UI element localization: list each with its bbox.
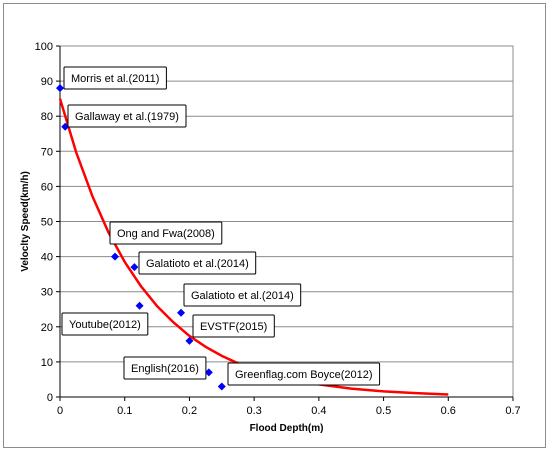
annotation-box bbox=[183, 283, 302, 307]
x-tick-label: 0.5 bbox=[376, 405, 391, 417]
y-tick-label: 30 bbox=[41, 287, 53, 299]
tick-labels: 0 10 20 30 40 50 60 70 80 90 100 0 0.1 0.2 0.3 0.4 0.5 0.… bbox=[35, 41, 521, 417]
annotation-callout: Galatioto et al.(2014) bbox=[138, 251, 257, 275]
data-points bbox=[56, 84, 226, 391]
data-point bbox=[217, 382, 226, 391]
y-tick-label: 100 bbox=[35, 41, 53, 53]
annotation-callout: Galatioto et al.(2014) bbox=[183, 283, 302, 307]
annotation-label: Gallaway et al.(1979) bbox=[75, 111, 179, 123]
data-point bbox=[130, 263, 139, 272]
scatter-chart: 0 10 20 30 40 50 60 70 80 90 100 0 0.1 0.2 0.3 0.4 0.5 0.… bbox=[20, 41, 521, 434]
annotation-label: English(2016) bbox=[131, 363, 199, 375]
chart-frame: 0 10 20 30 40 50 60 70 80 90 100 0 0.1 0.2 0.3 0.4 0.5 0.… bbox=[3, 3, 546, 448]
y-axis-label: Veloclty Speed(km/h) bbox=[20, 171, 31, 272]
y-tick-label: 0 bbox=[47, 392, 53, 404]
annotation-callout: Ong and Fwa(2008) bbox=[109, 221, 223, 245]
data-point bbox=[177, 308, 186, 317]
data-point bbox=[204, 368, 213, 377]
x-tick-label: 0.2 bbox=[182, 405, 197, 417]
annotation-box bbox=[138, 251, 257, 275]
annotation-label: Greenflag.com Boyce(2012) bbox=[235, 369, 373, 381]
annotation-label: Morris et al.(2011) bbox=[71, 73, 159, 85]
annotation-callout: EVSTF(2015) bbox=[192, 314, 275, 338]
annotation-label: EVSTF(2015) bbox=[200, 321, 267, 333]
fitted-curve bbox=[58, 98, 449, 396]
annotation-label: Galatioto et al.(2014) bbox=[191, 290, 294, 302]
y-tick-label: 80 bbox=[41, 111, 53, 123]
y-tick-label: 60 bbox=[41, 181, 53, 193]
y-tick-label: 10 bbox=[41, 357, 53, 369]
annotation-box bbox=[61, 312, 149, 336]
annotation-callout: Morris et al.(2011) bbox=[63, 66, 167, 90]
x-tick-label: 0.6 bbox=[441, 405, 456, 417]
annotation-box bbox=[192, 314, 275, 338]
y-tick-label: 20 bbox=[41, 322, 53, 334]
annotation-callout: Gallaway et al.(1979) bbox=[67, 104, 187, 128]
annotation-box bbox=[63, 66, 167, 90]
x-axis-label: Flood Depth(m) bbox=[250, 423, 324, 434]
annotation-callout: Youtube(2012) bbox=[61, 312, 149, 336]
x-tick-label: 0.7 bbox=[505, 405, 520, 417]
annotation-callout: Greenflag.com Boyce(2012) bbox=[227, 362, 381, 386]
y-tick-label: 90 bbox=[41, 76, 53, 88]
annotation-box bbox=[227, 362, 381, 386]
annotation-label: Ong and Fwa(2008) bbox=[117, 228, 215, 240]
data-point bbox=[111, 252, 120, 261]
annotation-label: Galatioto et al.(2014) bbox=[146, 258, 249, 270]
data-point bbox=[185, 336, 194, 345]
x-tick-label: 0.4 bbox=[311, 405, 326, 417]
y-tick-label: 70 bbox=[41, 146, 53, 158]
data-point bbox=[61, 122, 70, 131]
annotation-box bbox=[109, 221, 223, 245]
y-tick-label: 50 bbox=[41, 217, 53, 229]
annotation-box bbox=[123, 356, 207, 380]
annotations: Morris et al.(2011) Gallaway et al.(1979)… bbox=[61, 66, 381, 386]
data-point bbox=[56, 84, 64, 93]
x-tick-label: 0 bbox=[57, 405, 63, 417]
annotation-label: Youtube(2012) bbox=[69, 319, 141, 331]
annotation-callout: English(2016) bbox=[123, 356, 207, 380]
data-point bbox=[135, 301, 144, 310]
y-tick-label: 40 bbox=[41, 252, 53, 264]
axes bbox=[56, 45, 514, 401]
x-tick-label: 0.1 bbox=[117, 405, 132, 417]
annotation-box bbox=[67, 104, 187, 128]
x-tick-label: 0.3 bbox=[246, 405, 261, 417]
